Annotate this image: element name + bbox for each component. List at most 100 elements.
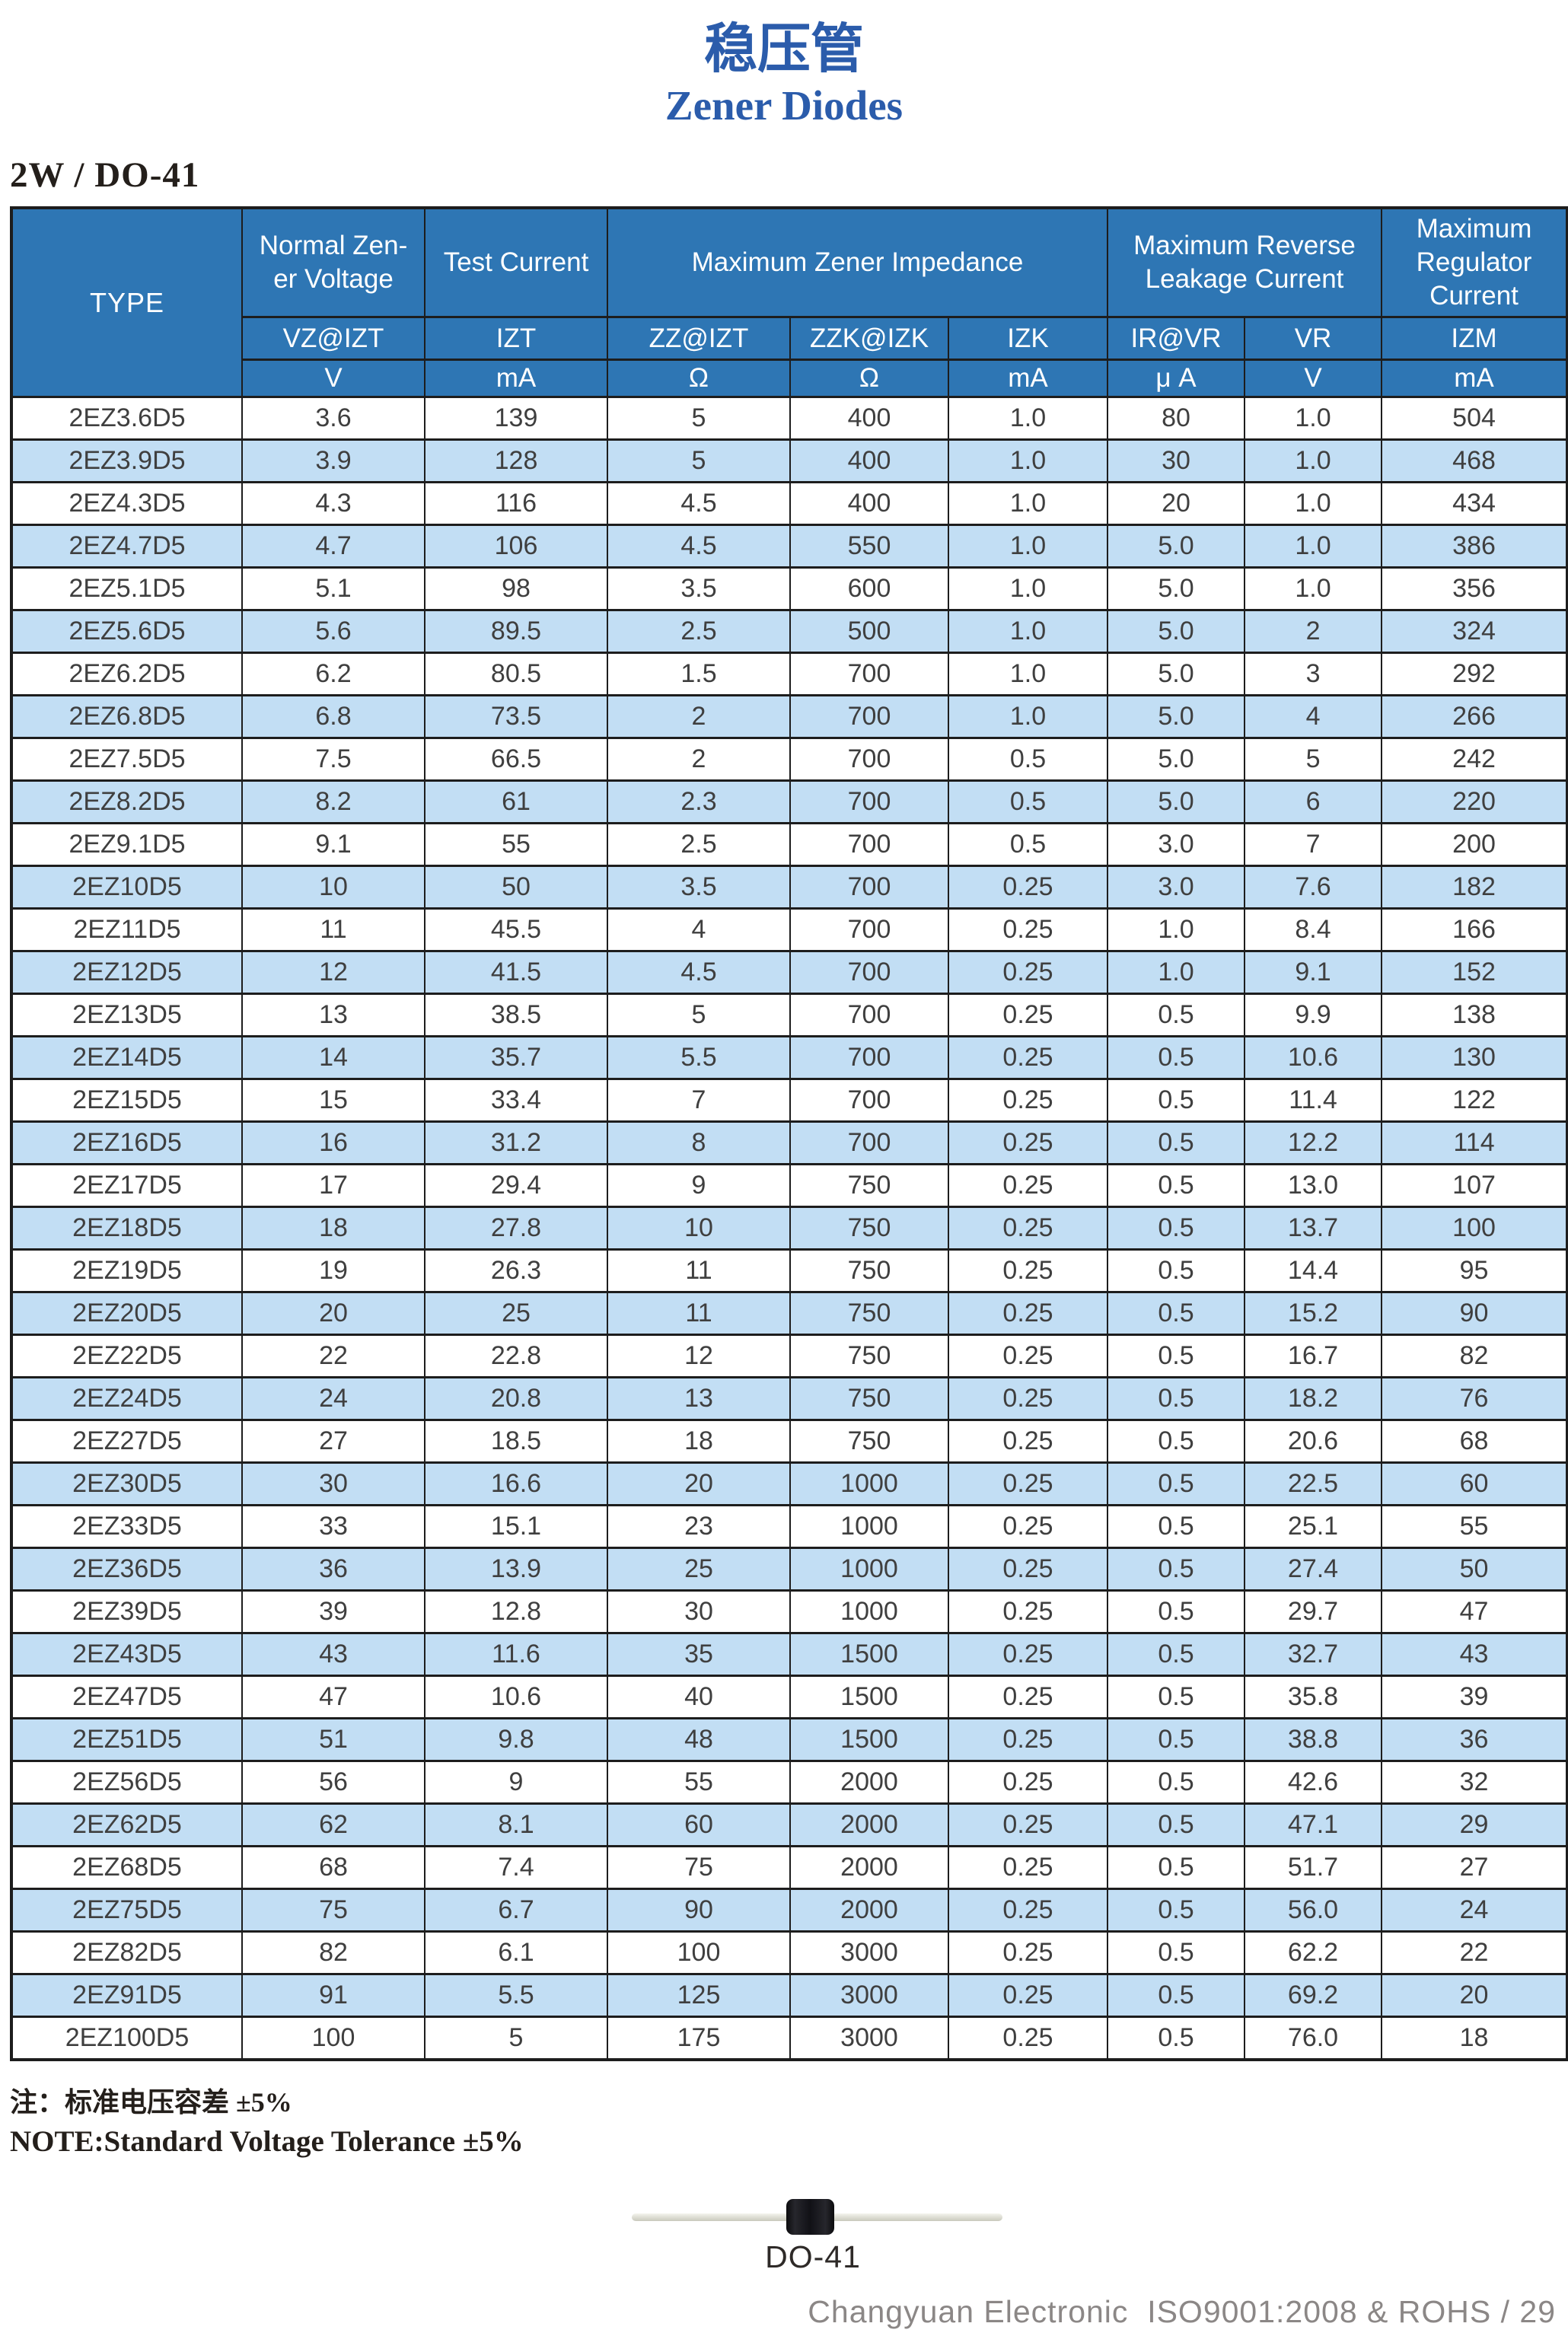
value-cell: 38.5 [424, 993, 608, 1037]
value-cell: 61 [424, 779, 608, 824]
value-cell: 0.5 [1107, 1419, 1246, 1464]
value-cell: 3000 [789, 1930, 949, 1975]
value-cell: 62.2 [1244, 1930, 1383, 1975]
value-cell: 0.25 [947, 1589, 1109, 1634]
value-cell: 30 [1107, 438, 1246, 483]
value-cell: 55 [1381, 1504, 1568, 1549]
value-cell: 182 [1381, 865, 1568, 910]
value-cell: 5 [607, 438, 791, 483]
value-cell: 1.0 [947, 481, 1109, 526]
value-cell: 0.5 [1107, 1845, 1246, 1890]
type-cell: 2EZ5.1D5 [11, 566, 243, 611]
value-cell: 122 [1381, 1078, 1568, 1123]
value-cell: 7 [1244, 822, 1383, 867]
value-cell: 47.1 [1244, 1802, 1383, 1847]
table-row: 2EZ16D5 16 31.2 8 700 0.25 0.5 12.2 114 [11, 1120, 1568, 1165]
value-cell: 0.5 [1107, 1760, 1246, 1805]
value-cell: 18.5 [424, 1419, 608, 1464]
type-cell: 2EZ11D5 [11, 907, 243, 952]
table-row: 2EZ9.1D5 9.1 55 2.5 700 0.5 3.0 7 200 [11, 822, 1568, 867]
value-cell: 22 [241, 1334, 425, 1378]
value-cell: 114 [1381, 1120, 1568, 1165]
value-cell: 35.7 [424, 1035, 608, 1080]
table-row: 2EZ82D5 82 6.1 100 3000 0.25 0.5 62.2 22 [11, 1930, 1568, 1975]
type-cell: 2EZ24D5 [11, 1376, 243, 1421]
value-cell: 11 [241, 907, 425, 952]
type-cell: 2EZ75D5 [11, 1888, 243, 1933]
type-cell: 2EZ15D5 [11, 1078, 243, 1123]
value-cell: 1.0 [947, 694, 1109, 739]
column-header-type: TYPE [11, 206, 243, 398]
value-cell: 1.0 [947, 396, 1109, 441]
value-cell: 5.0 [1107, 694, 1246, 739]
value-cell: 0.5 [947, 779, 1109, 824]
value-cell: 0.5 [1107, 1930, 1246, 1975]
page-title-chinese: 稳压管 [704, 21, 864, 79]
value-cell: 700 [789, 907, 949, 952]
value-cell: 5 [1244, 737, 1383, 782]
value-cell: 1.0 [1244, 396, 1383, 441]
table-row: 2EZ11D5 11 45.5 4 700 0.25 1.0 8.4 166 [11, 907, 1568, 952]
value-cell: 8 [607, 1120, 791, 1165]
value-cell: 242 [1381, 737, 1568, 782]
value-cell: 98 [424, 566, 608, 611]
value-cell: 91 [241, 1973, 425, 2018]
value-cell: 5.0 [1107, 566, 1246, 611]
value-cell: 0.25 [947, 1547, 1109, 1592]
type-cell: 2EZ100D5 [11, 2016, 243, 2061]
value-cell: 35.8 [1244, 1675, 1383, 1719]
value-cell: 12.8 [424, 1589, 608, 1634]
table-row: 2EZ39D5 39 12.8 30 1000 0.25 0.5 29.7 47 [11, 1589, 1568, 1634]
value-cell: 22 [1381, 1930, 1568, 1975]
value-cell: 13.9 [424, 1547, 608, 1592]
type-cell: 2EZ30D5 [11, 1461, 243, 1506]
value-cell: 0.5 [1107, 1504, 1246, 1549]
value-cell: 1.0 [947, 524, 1109, 569]
value-cell: 12.2 [1244, 1120, 1383, 1165]
value-cell: 324 [1381, 609, 1568, 654]
type-cell: 2EZ22D5 [11, 1334, 243, 1378]
value-cell: 116 [424, 481, 608, 526]
value-cell: 26.3 [424, 1248, 608, 1293]
column-header-zz-izt: ZZ@IZT [607, 316, 791, 361]
value-cell: 152 [1381, 950, 1568, 995]
type-cell: 2EZ51D5 [11, 1717, 243, 1762]
type-cell: 2EZ4.3D5 [11, 481, 243, 526]
unit-ma-izk: mA [947, 359, 1109, 398]
value-cell: 38.8 [1244, 1717, 1383, 1762]
value-cell: 0.25 [947, 1163, 1109, 1208]
value-cell: 750 [789, 1163, 949, 1208]
value-cell: 82 [1381, 1334, 1568, 1378]
table-row: 2EZ8.2D5 8.2 61 2.3 700 0.5 5.0 6 220 [11, 779, 1568, 824]
value-cell: 42.6 [1244, 1760, 1383, 1805]
value-cell: 0.5 [1107, 1334, 1246, 1378]
table-row: 2EZ3.9D5 3.9 128 5 400 1.0 30 1.0 468 [11, 438, 1568, 483]
table-row: 2EZ51D5 51 9.8 48 1500 0.25 0.5 38.8 36 [11, 1717, 1568, 1762]
value-cell: 66.5 [424, 737, 608, 782]
type-cell: 2EZ10D5 [11, 865, 243, 910]
value-cell: 80 [1107, 396, 1246, 441]
value-cell: 41.5 [424, 950, 608, 995]
type-cell: 2EZ13D5 [11, 993, 243, 1037]
page-title-english: Zener Diodes [664, 81, 904, 129]
value-cell: 2000 [789, 1802, 949, 1847]
value-cell: 27 [1381, 1845, 1568, 1890]
value-cell: 16.7 [1244, 1334, 1383, 1378]
value-cell: 292 [1381, 652, 1568, 696]
value-cell: 750 [789, 1206, 949, 1251]
unit-ua-ir: μ A [1107, 359, 1246, 398]
value-cell: 15.1 [424, 1504, 608, 1549]
value-cell: 23 [607, 1504, 791, 1549]
table-row: 2EZ14D5 14 35.7 5.5 700 0.25 0.5 10.6 130 [11, 1035, 1568, 1080]
value-cell: 2.5 [607, 822, 791, 867]
value-cell: 139 [424, 396, 608, 441]
package-label: DO-41 [765, 2239, 861, 2274]
note-chinese: 注：标准电压容差 ±5% [10, 2087, 292, 2118]
value-cell: 1000 [789, 1504, 949, 1549]
value-cell: 0.5 [1107, 1717, 1246, 1762]
table-row: 2EZ17D5 17 29.4 9 750 0.25 0.5 13.0 107 [11, 1163, 1568, 1208]
value-cell: 0.25 [947, 1206, 1109, 1251]
value-cell: 107 [1381, 1163, 1568, 1208]
column-header-izt: IZT [424, 316, 608, 361]
value-cell: 20 [1381, 1973, 1568, 2018]
